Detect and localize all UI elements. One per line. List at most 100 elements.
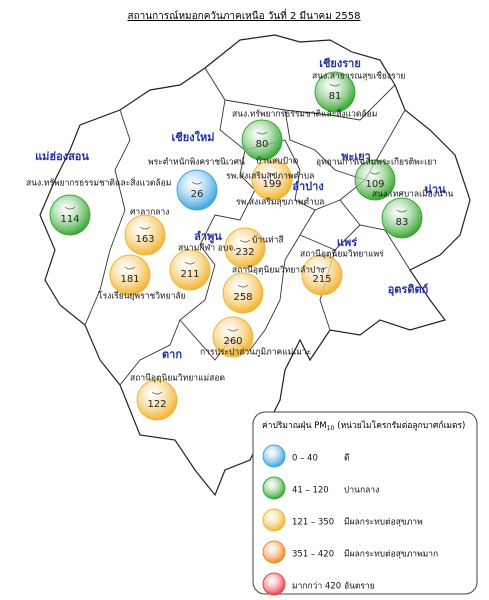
smile	[256, 131, 268, 135]
station-value: 83	[396, 217, 409, 228]
station-label: อุทยานการเฉลิมพระเกียรติพะเยา	[316, 157, 437, 168]
legend-label: มีผลกระทบต่อสุขภาพมาก	[344, 549, 438, 560]
station-value: 215	[312, 274, 331, 285]
smile	[239, 239, 251, 243]
legend-swatch	[262, 572, 286, 596]
station-value: 181	[120, 274, 139, 285]
station-label: โรงเรียนยุพราชวิทยาลัย	[98, 291, 186, 302]
smile	[237, 284, 249, 288]
province-name: แม่ฮ่องสอน	[35, 150, 89, 163]
station-value: 114	[60, 214, 79, 225]
station-bubble	[381, 197, 423, 239]
station-bubble	[354, 159, 396, 201]
legend-swatch	[262, 444, 286, 468]
smile	[227, 328, 239, 332]
legend-range: 41 – 120	[292, 486, 329, 496]
station-label: บ้านสบป้าด	[256, 156, 298, 167]
legend-subscript: 10	[327, 425, 335, 432]
province-border	[119, 67, 256, 386]
station-label: สถานีอุตุนิยมวิทยาแม่สอด	[130, 373, 225, 384]
station-label: สนามกีฬา อบจ.	[178, 243, 236, 254]
station-bubble	[251, 159, 293, 201]
station-bubble	[212, 316, 254, 358]
legend-range: 0 – 40	[292, 454, 318, 464]
legend-label: มีผลกระทบต่อสุขภาพ	[344, 517, 423, 528]
station-label: รพ.ส่งเสริมสุขภาพตำบล	[236, 198, 324, 208]
legend-box	[252, 411, 478, 595]
station-value: 211	[180, 269, 199, 280]
station-bubble	[241, 119, 283, 161]
province-name: น่าน	[424, 183, 446, 196]
smile	[151, 391, 163, 395]
station-label: พระตำหนักพิงคราชนิเวศน์	[148, 157, 245, 168]
legend-swatch	[262, 540, 286, 564]
station-bubble	[136, 379, 178, 421]
station-value: 26	[191, 189, 204, 200]
station-label: การประปาส่วนภูมิภาคแม่เมาะ	[200, 348, 311, 358]
smile	[64, 206, 76, 210]
province-border	[179, 209, 316, 361]
province-border	[224, 84, 396, 121]
station-value: 260	[223, 336, 242, 347]
legend-label: ดี	[344, 453, 350, 464]
station-value: 80	[256, 139, 269, 150]
station-value: 232	[235, 247, 254, 258]
legend-range: มากกว่า 420	[292, 582, 341, 592]
legend-swatch	[262, 476, 286, 500]
smile	[266, 171, 278, 175]
station-bubble	[169, 249, 211, 291]
province-name: อุตรดิตถ์	[388, 283, 429, 297]
legend-swatch	[262, 508, 286, 532]
station-bubble	[109, 254, 151, 296]
smile	[369, 171, 381, 175]
station-label: สนง.ทรัพยากรธรรมชาติและสิ่งแวดล้อม	[26, 177, 171, 189]
station-value: 258	[233, 292, 252, 303]
station-bubble	[176, 169, 218, 211]
station-bubble	[224, 227, 266, 269]
station-label: บ้านท่าสี	[252, 235, 284, 246]
legend-label: ปานกลาง	[344, 486, 379, 496]
legend-title: ค่าปริมาณฝุ่น PM10 (หน่วยไมโครกรัมต่อลูกบ…	[262, 420, 465, 432]
station-label: สนง.เทศบาลเมืองน่าน	[372, 189, 453, 200]
station-label: ศาลากลาง	[130, 208, 169, 218]
station-label: สนง.ทรัพยากรธรรมชาติและสิ่งแวดล้อม	[232, 108, 377, 120]
province-border	[84, 109, 131, 326]
smile	[124, 266, 136, 270]
legend-range: 121 – 350	[292, 518, 334, 528]
province-name: แพร่	[337, 236, 357, 249]
province-border	[339, 199, 411, 271]
station-bubble	[314, 71, 356, 113]
province-name: พะเยา	[341, 150, 371, 163]
province-name: ลำปาง	[292, 180, 323, 193]
smile	[396, 209, 408, 213]
province-name: ลำพูน	[194, 230, 222, 244]
station-bubble	[49, 194, 91, 236]
smile	[316, 266, 328, 270]
province-name: ตาก	[162, 348, 182, 361]
smile	[184, 261, 196, 265]
smile	[329, 83, 341, 87]
station-bubble	[124, 214, 166, 256]
province-name: เชียงใหม่	[172, 130, 215, 144]
station-value: 163	[135, 234, 154, 245]
station-value: 81	[329, 91, 342, 102]
legend-unit: (หน่วยไมโครกรัมต่อลูกบาศก์เมตร)	[337, 420, 465, 431]
station-label: สถานีอุตุนิยมวิทยาแพร่	[300, 249, 384, 260]
station-label: รพ.ส่งเสริมสุขภาพตำบล	[226, 172, 314, 182]
station-label: สนง.สาธารณสุขเชียงราย	[312, 71, 405, 82]
smile	[191, 181, 203, 185]
legend-title-text: ค่าปริมาณฝุ่น PM	[262, 421, 327, 431]
station-value: 199	[262, 179, 281, 190]
province-name: เชียงราย	[319, 57, 361, 70]
station-bubble	[222, 272, 264, 314]
legend-label: อันตราย	[344, 582, 375, 592]
station-label: สถานีอุตุนิยมวิทยาลำปาง	[232, 265, 324, 276]
station-bubble	[301, 254, 343, 296]
smile	[139, 226, 151, 230]
legend-range: 351 – 420	[292, 550, 334, 560]
station-value: 109	[365, 179, 384, 190]
station-value: 122	[147, 399, 166, 410]
title: สถานการณ์หมอกควันภาคเหนือ วันที่ 2 มีนาค…	[128, 8, 361, 22]
